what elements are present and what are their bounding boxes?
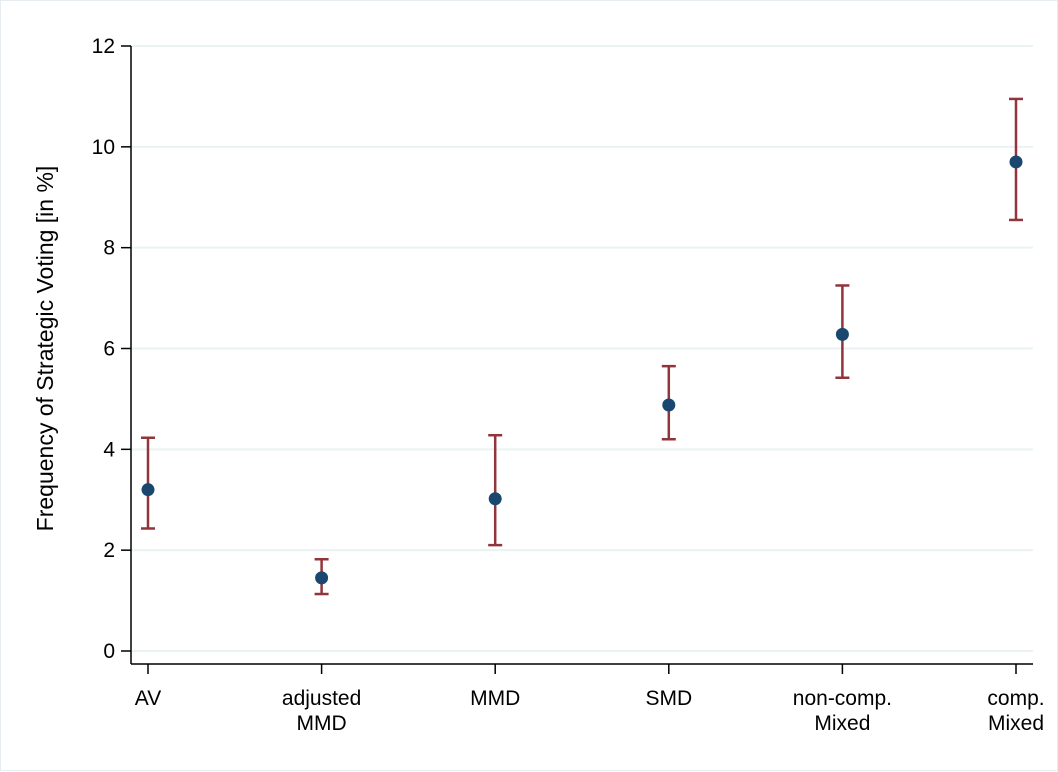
data-point-2 bbox=[488, 492, 502, 506]
y-tick-label-4: 8 bbox=[103, 237, 115, 260]
data-point-4 bbox=[835, 327, 849, 341]
y-tick-label-3: 6 bbox=[103, 338, 115, 361]
grid-lines bbox=[131, 45, 1033, 652]
y-tick-label-5: 10 bbox=[92, 136, 115, 159]
y-tick-label-0: 0 bbox=[103, 640, 115, 663]
x-tick-label-2: MMD bbox=[470, 687, 520, 710]
error-bar-2 bbox=[488, 433, 503, 547]
y-tick-label-2: 4 bbox=[103, 438, 115, 461]
axes bbox=[121, 45, 1033, 674]
x-tick-label-3: SMD bbox=[645, 687, 692, 710]
x-tick-label-4: non-comp. Mixed bbox=[793, 687, 892, 735]
data-point-0 bbox=[141, 483, 155, 497]
x-tick-label-5: comp. Mixed bbox=[987, 687, 1044, 735]
x-tick-label-0: AV bbox=[135, 687, 161, 710]
data-points bbox=[141, 155, 1023, 585]
y-axis-title: Frequency of Strategic Voting [in %] bbox=[32, 166, 58, 532]
data-point-3 bbox=[662, 398, 676, 412]
x-tick-label-1: adjusted MMD bbox=[282, 687, 361, 735]
data-point-5 bbox=[1009, 155, 1023, 169]
y-tick-label-6: 12 bbox=[92, 35, 115, 58]
data-point-1 bbox=[315, 571, 329, 585]
error-bars bbox=[141, 97, 1023, 596]
tick-labels: 0 2 4 6 8 10 12 AV adjusted MMD MMD SMD non-comp. Mix… bbox=[92, 35, 1045, 735]
y-tick-label-1: 2 bbox=[103, 539, 115, 562]
error-bar-0 bbox=[141, 436, 155, 530]
